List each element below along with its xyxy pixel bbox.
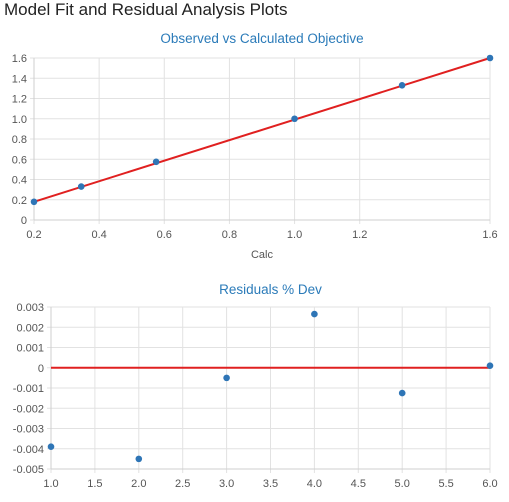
x-tick-label: 0.4 <box>91 229 106 241</box>
x-tick-label: 0.2 <box>26 229 41 241</box>
y-tick-label: 0 <box>38 363 44 375</box>
x-tick-label: 5.5 <box>438 478 453 490</box>
x-tick-label: 6.0 <box>482 478 497 490</box>
y-tick-label: 0.4 <box>12 175 27 187</box>
residuals-chart: Residuals % Dev 1.0 1.5 2.0 2.5 3.0 3.5 4.0 4.5 5… <box>13 282 498 490</box>
y-tick-label: 1.4 <box>12 73 27 85</box>
y-tick-label: 0.8 <box>12 134 27 146</box>
y-tick-label: 0 <box>21 215 27 227</box>
data-point <box>486 362 494 370</box>
data-point <box>77 183 85 190</box>
data-point <box>311 310 318 318</box>
y-tick-label: 0.6 <box>12 154 27 166</box>
data-point <box>486 54 494 62</box>
y-tick-label: 0.002 <box>16 322 44 334</box>
x-tick-label: 4.0 <box>307 478 322 490</box>
data-point <box>30 198 38 206</box>
data-point <box>291 115 298 123</box>
x-tick-label: 1.5 <box>87 478 102 490</box>
x-tick-label: 3.5 <box>263 478 278 490</box>
x-tick-label: 2.5 <box>175 478 190 490</box>
x-tick-label: 0.8 <box>222 229 237 241</box>
chart-title: Observed vs Calculated Objective <box>160 31 363 46</box>
page-title: Model Fit and Residual Analysis Plots <box>4 0 288 19</box>
data-point <box>398 82 406 89</box>
data-point <box>47 443 55 451</box>
x-tick-label: 1.0 <box>287 229 302 241</box>
y-tick-label: -0.003 <box>13 424 44 436</box>
x-tick-label: 2.0 <box>131 478 146 490</box>
x-tick-label: 1.0 <box>43 478 58 490</box>
fit-line <box>33 57 491 203</box>
x-tick-label: 5.0 <box>395 478 410 490</box>
data-point <box>152 158 160 166</box>
x-tick-label: 1.2 <box>352 229 367 241</box>
y-tick-label: 1.2 <box>12 94 27 106</box>
y-tick-label: 1.0 <box>12 114 27 126</box>
y-tick-label: -0.005 <box>13 464 44 476</box>
y-tick-label: -0.001 <box>13 383 44 395</box>
x-axis-label: Calc <box>251 249 274 261</box>
x-tick-label: 3.0 <box>219 478 234 490</box>
y-tick-label: -0.002 <box>13 403 44 415</box>
y-tick-label: 1.6 <box>12 53 27 65</box>
y-tick-label: 0.003 <box>16 302 44 314</box>
x-tick-label: 0.6 <box>157 229 172 241</box>
data-point <box>398 389 406 397</box>
data-point <box>223 374 230 382</box>
y-tick-label: 0.001 <box>16 343 44 355</box>
observed-vs-calculated-chart: Observed vs Calculated Objective 0.2 0.4 0.… <box>12 31 498 261</box>
x-tick-label: 4.5 <box>351 478 366 490</box>
y-tick-label: -0.004 <box>13 444 44 456</box>
data-point <box>135 455 143 463</box>
y-tick-label: 0.2 <box>12 195 27 207</box>
chart-title: Residuals % Dev <box>219 282 322 297</box>
x-tick-label: 1.6 <box>482 229 497 241</box>
